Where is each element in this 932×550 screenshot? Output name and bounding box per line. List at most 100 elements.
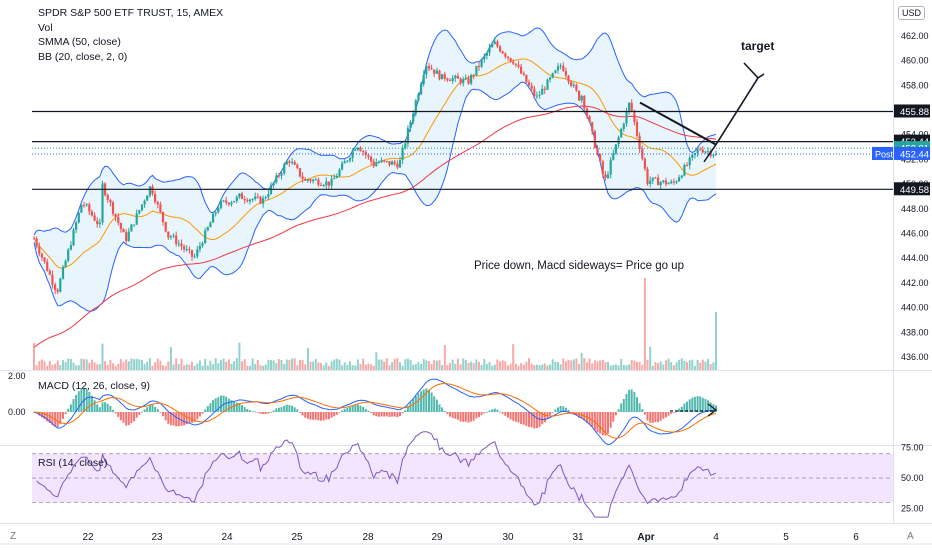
macd-histogram-bar [380,412,383,417]
rsi-legend[interactable]: RSI (14, close) [38,457,108,469]
candle-body [601,161,604,175]
candle-body [678,177,681,182]
macd-histogram-bar [349,407,351,412]
macd-legend[interactable]: MACD (12, 26, close, 9) [38,380,151,392]
volume-bar [396,358,399,370]
volume-bar [209,360,212,370]
candle-body [483,55,486,60]
volume-bar [275,363,278,370]
candle-body [46,261,49,271]
volume-bar [193,365,196,370]
macd-histogram-bar [191,412,193,423]
candle-body [61,266,65,279]
macd-histogram-bar [96,404,99,412]
candle-body [591,122,594,132]
volume-bar [691,359,694,370]
volume-bar [314,358,317,370]
candle-body [712,154,715,156]
volume-bar [622,365,625,370]
volume-bar [254,364,257,370]
candle-body [641,149,644,159]
indicator-bb[interactable]: BB (20, close, 2, 0) [38,50,128,63]
volume-bar [372,365,375,370]
candle-body [583,95,586,109]
candle-body [230,202,233,205]
volume-bar [525,361,528,370]
macd-histogram-bar [391,412,394,417]
candle-body [664,180,668,185]
currency-button[interactable]: USD [897,6,925,20]
candle-body [533,88,536,97]
candle-body [169,236,172,238]
macd-histogram-bar [412,399,415,412]
volume-bar [364,364,367,370]
macd-histogram-bar [428,389,430,412]
macd-histogram-bar [383,412,386,417]
volume-bar [309,361,312,370]
macd-histogram-bar [385,412,388,417]
symbol-title[interactable]: SPDR S&P 500 ETF TRUST, 15, AMEX [38,7,224,19]
candle-body [122,229,125,233]
candle-body [464,78,467,80]
macd-histogram-bar [470,412,473,422]
candle-body [77,212,80,223]
macd-histogram-bar [654,412,657,423]
candle-body [356,147,359,150]
indicator-smma[interactable]: SMMA (50, close) [38,36,121,49]
indicator-vol[interactable]: Vol [38,21,53,34]
candle-body [628,102,631,112]
candle-body [333,178,336,180]
auto-scale-button[interactable]: A [907,531,914,542]
candle-body [138,210,141,214]
volume-bar [575,358,578,370]
candle-body [172,235,175,237]
macd-histogram-bar [715,405,717,412]
volume-bar [509,363,512,370]
volume-bar [130,358,133,370]
volume-bar [649,346,652,370]
volume-bar [220,360,222,370]
macd-histogram-bar [388,412,391,417]
macd-histogram-bar [414,395,417,412]
volume-bar [143,364,146,370]
candle-body [198,245,201,250]
volume-bar [185,364,188,370]
macd-histogram-bar [67,408,70,412]
volume-bar [459,364,462,370]
candle-body [580,95,583,101]
candle-body [593,131,596,148]
candle-body [217,207,220,213]
macd-histogram-bar [472,412,475,421]
macd-histogram-bar [643,412,646,415]
timezone-button[interactable]: Z [10,531,17,542]
macd-histogram-bar [40,412,43,418]
macd-histogram-bar [593,412,596,431]
macd-histogram-bar [64,412,67,415]
candle-body [64,260,67,267]
macd-histogram-bar [688,399,691,412]
macd-histogram-bar [246,409,249,412]
candle-body [512,61,515,64]
macd-histogram-bar [612,412,615,422]
macd-histogram-bar [620,403,623,412]
candle-body [235,197,238,201]
candle-body [551,73,554,78]
macd-histogram-bar [193,412,196,422]
macd-histogram-bar [393,412,396,417]
volume-bar [388,365,391,370]
volume-bar [227,359,230,370]
candle-body [433,69,436,74]
candle-body [538,94,541,96]
volume-bar [206,365,209,370]
candle-body [143,200,146,205]
candle-body [246,200,249,202]
volume-bar [612,365,615,370]
macd-histogram-bar [180,412,183,426]
volume-bar [338,359,341,370]
candle-body [504,53,507,57]
volume-bar [538,365,541,370]
candle-body [40,253,43,258]
volume-bar [164,366,167,370]
macd-histogram-bar [591,412,594,427]
volume-bar [696,359,699,370]
